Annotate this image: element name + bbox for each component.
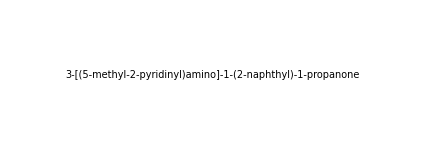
Text: 3-[(5-methyl-2-pyridinyl)amino]-1-(2-naphthyl)-1-propanone: 3-[(5-methyl-2-pyridinyl)amino]-1-(2-nap… xyxy=(66,70,360,80)
